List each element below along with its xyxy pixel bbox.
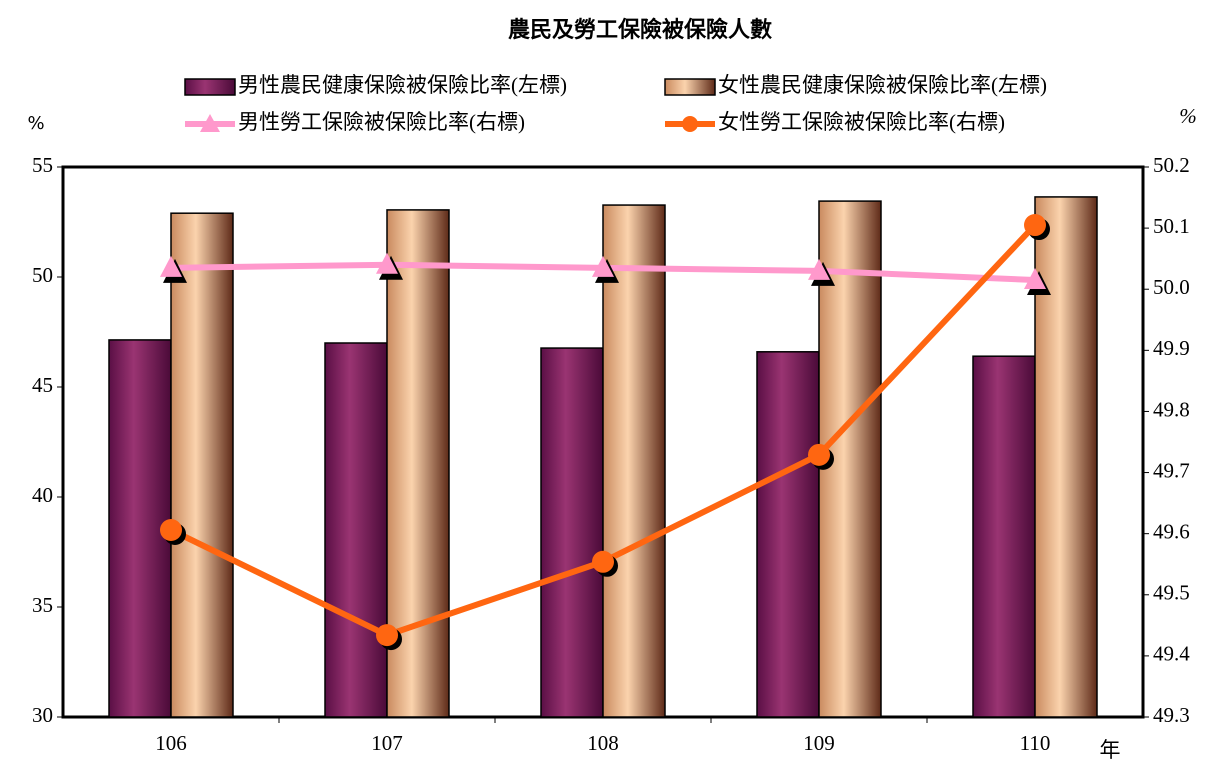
y2-tick-label: 50.0 (1153, 275, 1190, 299)
chart-title: 農民及勞工保險被保險人數 (508, 17, 772, 42)
y-tick-label: 30 (32, 703, 53, 727)
legend-label: 女性勞工保險被保險比率(右標) (718, 110, 1005, 134)
bar (170, 212, 234, 718)
y2-tick-label: 49.7 (1153, 458, 1190, 482)
bar (756, 351, 820, 718)
marker (376, 252, 398, 274)
y2-tick-label: 49.6 (1153, 519, 1190, 543)
legend-marker (682, 116, 698, 132)
x-axis-label: 年 (1100, 738, 1121, 762)
marker (592, 550, 614, 573)
y2-tick-label: 49.5 (1153, 581, 1190, 605)
marker (1024, 268, 1046, 290)
y-tick-label: 45 (32, 373, 53, 397)
y2-tick-label: 49.9 (1153, 336, 1190, 360)
y2-tick-label: 49.4 (1153, 642, 1190, 666)
marker (808, 443, 830, 466)
legend-marker (200, 114, 220, 132)
y-tick-label: 55 (32, 153, 53, 177)
marker (160, 519, 182, 541)
x-tick-label: 109 (803, 731, 835, 755)
bar (540, 347, 604, 718)
marker (376, 624, 398, 647)
y2-tick-label: 50.2 (1153, 153, 1190, 177)
marker (808, 258, 830, 280)
legend-label: 男性勞工保險被保險比率(右標) (238, 110, 525, 134)
x-tick-label: 106 (155, 731, 187, 755)
legend-label: 男性農民健康保險被保險比率(左標) (238, 73, 567, 97)
legend-label: 女性農民健康保險被保險比率(左標) (718, 73, 1047, 97)
legend-swatch (664, 78, 716, 96)
y2-tick-label: 50.1 (1153, 214, 1190, 238)
marker (1024, 214, 1046, 237)
bar (602, 204, 666, 718)
legend-swatch (184, 78, 236, 96)
marker (160, 255, 182, 277)
x-tick-label: 110 (1020, 731, 1051, 755)
y-axis-label: % (27, 113, 44, 134)
x-tick-label: 107 (371, 731, 403, 755)
y-tick-label: 50 (32, 263, 53, 287)
marker (592, 255, 614, 277)
y2-axis-label: % (1179, 104, 1197, 128)
y-tick-label: 35 (32, 593, 53, 617)
bar (324, 342, 388, 718)
y2-tick-label: 49.8 (1153, 397, 1190, 421)
x-tick-label: 108 (587, 731, 619, 755)
y-tick-label: 40 (32, 483, 53, 507)
bar (972, 355, 1036, 718)
y2-tick-label: 49.3 (1153, 703, 1190, 727)
bar (1034, 196, 1098, 718)
